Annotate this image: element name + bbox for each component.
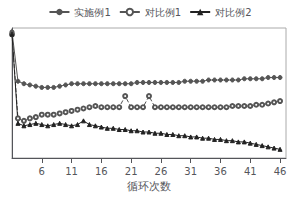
svg-text:16: 16: [95, 166, 108, 177]
svg-text:26: 26: [155, 166, 168, 177]
svg-text:6: 6: [39, 166, 45, 177]
svg-text:41: 41: [244, 166, 257, 177]
svg-text:对比例2: 对比例2: [215, 7, 251, 18]
svg-text:46: 46: [274, 166, 287, 177]
svg-text:循环次数: 循环次数: [127, 180, 171, 193]
svg-text:11: 11: [65, 166, 78, 177]
svg-text:对比例1: 对比例1: [145, 7, 181, 18]
svg-text:36: 36: [214, 166, 227, 177]
svg-text:31: 31: [184, 166, 197, 177]
svg-text:实施例1: 实施例1: [74, 7, 110, 18]
svg-text:21: 21: [125, 166, 138, 177]
